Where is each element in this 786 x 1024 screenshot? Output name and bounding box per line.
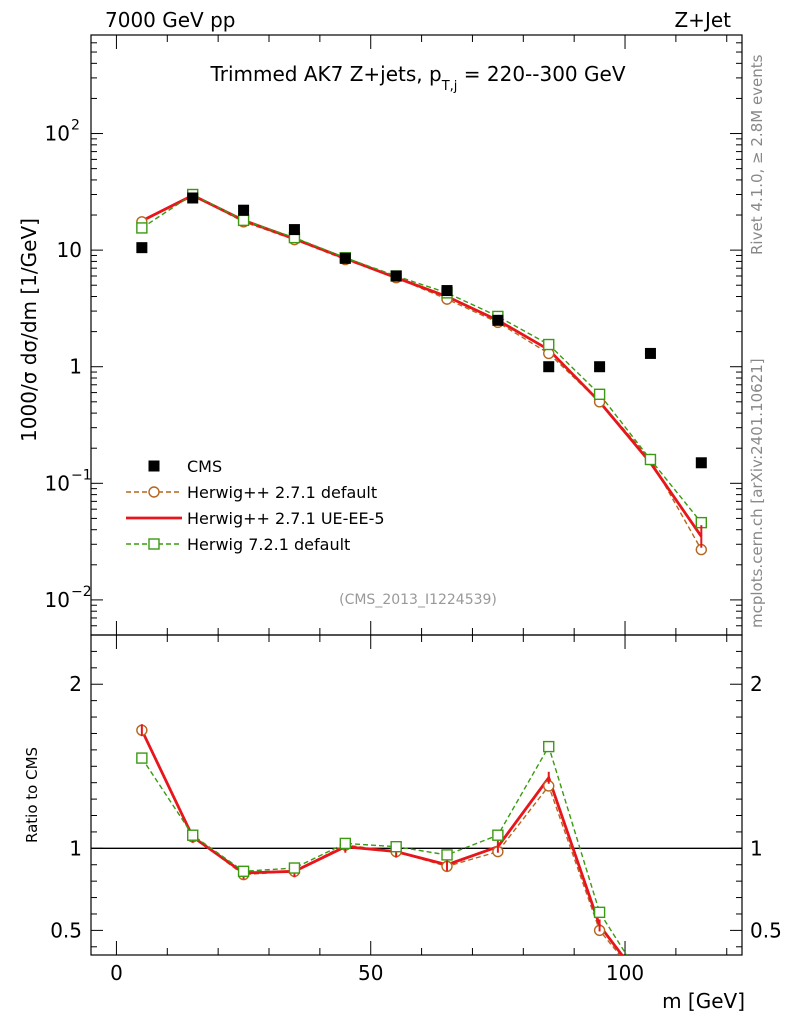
ratio-point-series-2 (339, 837, 351, 850)
analysis-tag: (CMS_2013_I1224539) (339, 592, 497, 608)
ratio-point-series-2 (645, 988, 655, 998)
y-tick-label-exponent: −1 (71, 467, 92, 483)
plot-title: Trimmed AK7 Z+jets, pT,j = 220--300 GeV (209, 62, 625, 94)
main-point-series-3 (237, 214, 250, 227)
main-series-line-3 (141, 193, 702, 524)
ratio-point-series-2 (543, 740, 555, 753)
plot-title-sub: T,j (441, 79, 458, 94)
main-point-series-0 (695, 457, 707, 469)
legend-label-1: Herwig++ 2.7.1 default (187, 483, 377, 502)
legend-label-2: Herwig++ 2.7.1 UE-EE-5 (187, 509, 385, 528)
y-tick-label: 1 (69, 355, 82, 379)
ratio-y-tick-label-right: 2 (750, 672, 763, 696)
main-point-series-0 (594, 361, 606, 373)
plot-title-prefix: Trimmed AK7 Z+jets, p (209, 62, 441, 86)
ratio-axis-ticks: 0 50 100 0.5 0.5 1 1 2 2 (50, 635, 782, 985)
main-point-series-0 (441, 285, 453, 297)
x-tick-label: 50 (358, 961, 383, 985)
ratio-point-series-2 (288, 862, 301, 874)
main-point-series-0 (492, 314, 504, 326)
ratio-y-tick-label-left: 1 (69, 836, 82, 860)
main-point-series-3 (644, 453, 657, 466)
y-tick-label: 10 (57, 238, 82, 262)
legend-label-0: CMS (187, 457, 222, 476)
main-point-series-3 (136, 222, 148, 234)
ratio-y-tick-label-left: 0.5 (50, 918, 82, 942)
ratio-point-series-2 (136, 752, 148, 764)
ratio-y-axis-label: Ratio to CMS (23, 747, 41, 843)
energy-label: 7000 GeV pp (105, 8, 236, 32)
main-point-series-0 (136, 242, 148, 254)
ratio-y-tick-label-left: 2 (69, 672, 82, 696)
rivet-label: Rivet 4.1.0, ≥ 2.8M events (748, 54, 766, 255)
legend-label-3: Herwig 7.2.1 default (187, 535, 350, 554)
legend-marker-3 (148, 538, 160, 550)
ratio-y-tick-label-right: 0.5 (750, 918, 782, 942)
ratio-point-series-2 (492, 829, 504, 841)
y-tick-label-exponent: −2 (71, 584, 92, 600)
ratio-point-series-0 (645, 988, 655, 998)
x-tick-label: 0 (110, 961, 123, 985)
y-tick-label: 10 (45, 588, 70, 612)
mcplots-label: mcplots.cern.ch [arXiv:2401.10621] (748, 358, 766, 628)
main-point-series-0 (543, 361, 555, 373)
legend-marker-1 (148, 486, 160, 498)
main-point-series-0 (288, 224, 300, 236)
y-tick-label: 10 (45, 471, 70, 495)
ratio-series-layer (136, 724, 706, 998)
main-point-series-3 (543, 338, 555, 351)
x-tick-label: 100 (606, 961, 644, 985)
ratio-point-series-2 (237, 865, 250, 878)
main-point-series-0 (390, 270, 402, 282)
ratio-point-series-2 (187, 829, 199, 841)
ratio-point-series-0 (696, 978, 706, 988)
main-series-layer (136, 188, 708, 556)
main-point-series-3 (593, 388, 606, 400)
ratio-plot-frame (90, 634, 743, 956)
main-point-series-0 (339, 252, 351, 264)
main-point-series-0 (238, 204, 250, 216)
ratio-point-series-2 (696, 957, 706, 967)
main-point-series-0 (644, 347, 656, 359)
legend-marker-0 (148, 460, 160, 472)
y-tick-label: 10 (45, 122, 70, 146)
legend: CMS Herwig++ 2.7.1 default Herwig++ 2.7.1 … (126, 457, 385, 554)
ratio-point-series-2 (390, 840, 402, 853)
ratio-series-line-2 (141, 744, 628, 955)
main-y-axis-label: 1000/σ dσ/dm [1/GeV] (17, 218, 41, 442)
ratio-y-tick-label-right: 1 (750, 836, 763, 860)
ratio-point-series-2 (593, 906, 606, 919)
plot-title-suffix: = 220--300 GeV (457, 62, 625, 86)
x-axis-label: m [GeV] (662, 989, 745, 1013)
ratio-point-series-2 (441, 849, 453, 861)
ratio-series-line-1 (140, 729, 624, 955)
main-point-series-0 (187, 192, 199, 204)
y-tick-label-exponent: 2 (71, 118, 80, 134)
process-label: Z+Jet (674, 8, 731, 32)
